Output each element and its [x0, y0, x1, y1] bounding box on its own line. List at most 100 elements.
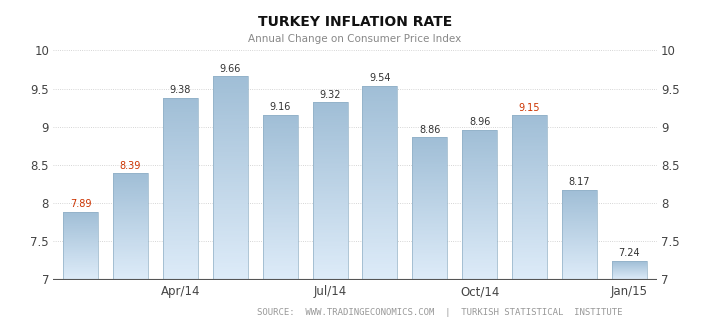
Bar — [213, 198, 248, 200]
Bar — [163, 200, 198, 201]
Bar — [213, 174, 248, 176]
Bar — [263, 189, 297, 190]
Bar — [512, 184, 547, 186]
Bar — [263, 199, 297, 200]
Bar — [413, 159, 447, 160]
Bar — [413, 257, 447, 258]
Bar — [63, 250, 98, 251]
Bar — [562, 205, 597, 206]
Bar — [263, 273, 297, 275]
Bar — [512, 276, 547, 278]
Bar — [512, 132, 547, 133]
Bar — [512, 164, 547, 166]
Bar — [512, 181, 547, 183]
Bar — [462, 239, 497, 240]
Bar — [113, 187, 148, 188]
Bar — [462, 143, 497, 145]
Bar — [363, 121, 398, 123]
Bar — [363, 223, 398, 225]
Bar — [413, 170, 447, 172]
Text: 8.96: 8.96 — [469, 117, 491, 127]
Bar — [562, 278, 597, 279]
Text: 9.15: 9.15 — [519, 103, 540, 113]
Bar — [413, 226, 447, 227]
Bar — [363, 217, 398, 219]
Bar — [213, 255, 248, 257]
Bar — [63, 258, 98, 259]
Bar — [113, 245, 148, 247]
Bar — [63, 219, 98, 220]
Bar — [113, 199, 148, 200]
Bar — [63, 274, 98, 275]
Bar — [163, 210, 198, 212]
Bar — [363, 105, 398, 107]
Bar — [562, 241, 597, 242]
Bar — [462, 245, 497, 247]
Bar — [163, 130, 198, 132]
Bar — [512, 115, 547, 280]
Bar — [512, 228, 547, 230]
Bar — [213, 117, 248, 119]
Bar — [413, 172, 447, 173]
Bar — [512, 234, 547, 235]
Bar — [413, 235, 447, 237]
Bar — [163, 98, 198, 280]
Bar — [512, 128, 547, 130]
Bar — [263, 246, 297, 248]
Bar — [512, 148, 547, 150]
Bar — [512, 270, 547, 271]
Bar — [363, 210, 398, 212]
Bar — [512, 225, 547, 227]
Bar — [462, 277, 497, 278]
Bar — [113, 227, 148, 228]
Bar — [113, 173, 148, 175]
Bar — [363, 169, 398, 171]
Bar — [163, 278, 198, 280]
Bar — [312, 212, 347, 214]
Bar — [113, 185, 148, 186]
Bar — [63, 234, 98, 235]
Bar — [413, 145, 447, 146]
Bar — [363, 155, 398, 157]
Bar — [512, 261, 547, 263]
Bar — [63, 259, 98, 260]
Bar — [213, 192, 248, 194]
Bar — [312, 258, 347, 260]
Bar — [163, 156, 198, 158]
Bar — [312, 120, 347, 122]
Bar — [512, 196, 547, 197]
Bar — [312, 196, 347, 198]
Bar — [512, 135, 547, 136]
Bar — [63, 252, 98, 253]
Bar — [213, 88, 248, 91]
Bar — [562, 218, 597, 219]
Bar — [363, 126, 398, 128]
Bar — [213, 121, 248, 123]
Bar — [312, 189, 347, 191]
Bar — [512, 115, 547, 117]
Bar — [312, 216, 347, 217]
Bar — [562, 216, 597, 217]
Bar — [63, 222, 98, 223]
Bar — [312, 139, 347, 141]
Bar — [363, 204, 398, 206]
Bar — [113, 259, 148, 260]
Bar — [263, 152, 297, 154]
Bar — [462, 154, 497, 155]
Bar — [263, 214, 297, 215]
Bar — [363, 128, 398, 130]
Bar — [462, 169, 497, 170]
Bar — [163, 172, 198, 174]
Bar — [312, 173, 347, 175]
Bar — [263, 256, 297, 258]
Bar — [413, 142, 447, 143]
Bar — [562, 263, 597, 264]
Bar — [462, 200, 497, 202]
Bar — [213, 221, 248, 223]
Bar — [413, 221, 447, 223]
Bar — [163, 272, 198, 274]
Bar — [263, 190, 297, 192]
Bar — [562, 217, 597, 218]
Bar — [113, 175, 148, 176]
Bar — [363, 181, 398, 183]
